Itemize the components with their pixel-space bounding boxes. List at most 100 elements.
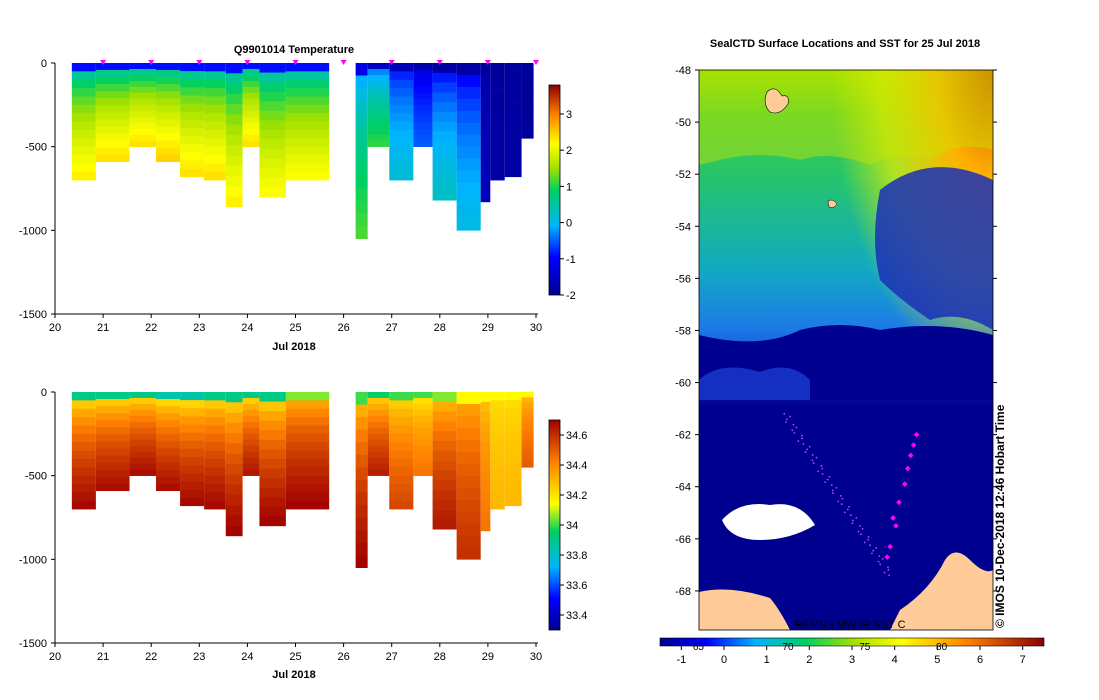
island-mid (827, 199, 838, 208)
profile-cell (225, 104, 243, 115)
profile-cell (456, 475, 481, 488)
profile-cell (129, 421, 157, 429)
profile-cell (367, 439, 390, 447)
profile-cell (521, 79, 534, 85)
salinity-panel: 0 -500 -1000 -1500 20 21 22 23 24 25 26 27 28 29 30 J… (19, 387, 588, 681)
profile-cell (413, 415, 433, 423)
profile-column (504, 63, 522, 178)
x-tick-label: 26 (337, 322, 349, 334)
profile-cell (367, 427, 390, 435)
profile-cell (259, 392, 286, 402)
sst-colorbar-tick-label: 0 (721, 654, 727, 666)
profile-cell (242, 140, 260, 147)
sst-colorbar: -1 0 1 2 3 4 5 6 7 65 70 75 80 (659, 637, 1045, 666)
profile-cell (156, 406, 181, 414)
profile-cell (156, 84, 181, 92)
map-y-tick-label: -62 (675, 430, 691, 442)
profile-cell (242, 116, 260, 124)
profile-cell (367, 63, 390, 70)
profile-cell (389, 442, 414, 451)
profile-cell (225, 73, 243, 84)
profile-cell (242, 98, 260, 106)
profile-cell (456, 194, 481, 207)
profile-cell (95, 483, 130, 492)
profile-cell (242, 415, 260, 423)
profile-cell (456, 218, 481, 231)
profile-cell (480, 92, 491, 103)
profile-cell (129, 74, 157, 82)
profile-cell (95, 119, 130, 127)
profile-column (367, 63, 390, 147)
profile-cell (432, 72, 457, 83)
profile-cell (129, 140, 157, 147)
map-y-tick-label: -48 (675, 65, 691, 77)
profile-cell (504, 424, 522, 433)
profile-cell (285, 163, 330, 173)
map-y-tick-label: -50 (675, 117, 691, 129)
x-tick-label: 25 (289, 651, 301, 663)
land-east (890, 552, 993, 630)
seal-track-dot (821, 473, 824, 475)
profile-column (456, 63, 481, 231)
map-y-tick-label: -64 (675, 482, 691, 494)
profile-cell (355, 150, 368, 164)
profile-cell (389, 467, 414, 476)
profile-cell (180, 152, 205, 161)
temperature-colorbar: 3 2 1 0 -1 -2 (548, 84, 576, 302)
seal-location-marker (901, 481, 908, 487)
profile-cell (355, 188, 368, 202)
profile-cell (225, 392, 243, 403)
seal-track-dot (843, 511, 846, 514)
profile-cell (156, 392, 181, 400)
profile-cell (504, 103, 522, 113)
profile-cell (504, 497, 522, 507)
profile-cell (521, 429, 534, 436)
colorbar-tick-label: 3 (566, 109, 572, 121)
profile-cell (95, 98, 130, 106)
profile-cell (480, 172, 491, 183)
seal-track (783, 412, 920, 577)
profile-cell (490, 417, 505, 426)
profile-cell (389, 163, 414, 173)
profile-cell (95, 476, 130, 484)
profile-cell (432, 411, 457, 422)
profile-cell (355, 479, 368, 493)
seal-track-dot (793, 432, 796, 434)
profile-cell (456, 463, 481, 476)
seal-track-dot (883, 571, 886, 574)
profile-cell (71, 88, 96, 97)
profile-cell (480, 451, 491, 462)
profile-cell (504, 128, 522, 137)
seal-track-dot (839, 495, 842, 497)
profile-cell (355, 125, 368, 139)
profile-cell (490, 63, 505, 72)
profile-cell (480, 491, 491, 502)
profile-cell (204, 129, 226, 139)
profile-cell (180, 128, 205, 137)
profile-column (204, 392, 226, 510)
map-y-tick-label: -54 (675, 221, 691, 233)
profile-cell (71, 63, 96, 72)
profile-cell (456, 403, 481, 417)
profile-cell (259, 487, 286, 498)
profile-cell (521, 392, 534, 398)
colorbar-tick-label: 34.2 (566, 490, 587, 502)
colorbar-tick-label: -1 (566, 254, 576, 266)
profile-cell (129, 433, 157, 441)
profile-cell (413, 403, 433, 411)
seal-track-dot (887, 566, 889, 568)
seal-track-dot (783, 412, 786, 415)
seal-location-marker (887, 543, 893, 550)
profile-cell (259, 468, 286, 479)
profile-cell (242, 451, 260, 459)
profile-cell (480, 82, 491, 94)
profile-cell (242, 469, 260, 476)
profile-cell (225, 196, 243, 208)
sst-colorbar-tick-label: 2 (806, 654, 812, 666)
profile-cell (490, 400, 505, 410)
profile-cell (355, 454, 368, 468)
profile-cell (204, 484, 226, 493)
profile-cell (367, 463, 390, 470)
profile-cell (504, 111, 522, 121)
